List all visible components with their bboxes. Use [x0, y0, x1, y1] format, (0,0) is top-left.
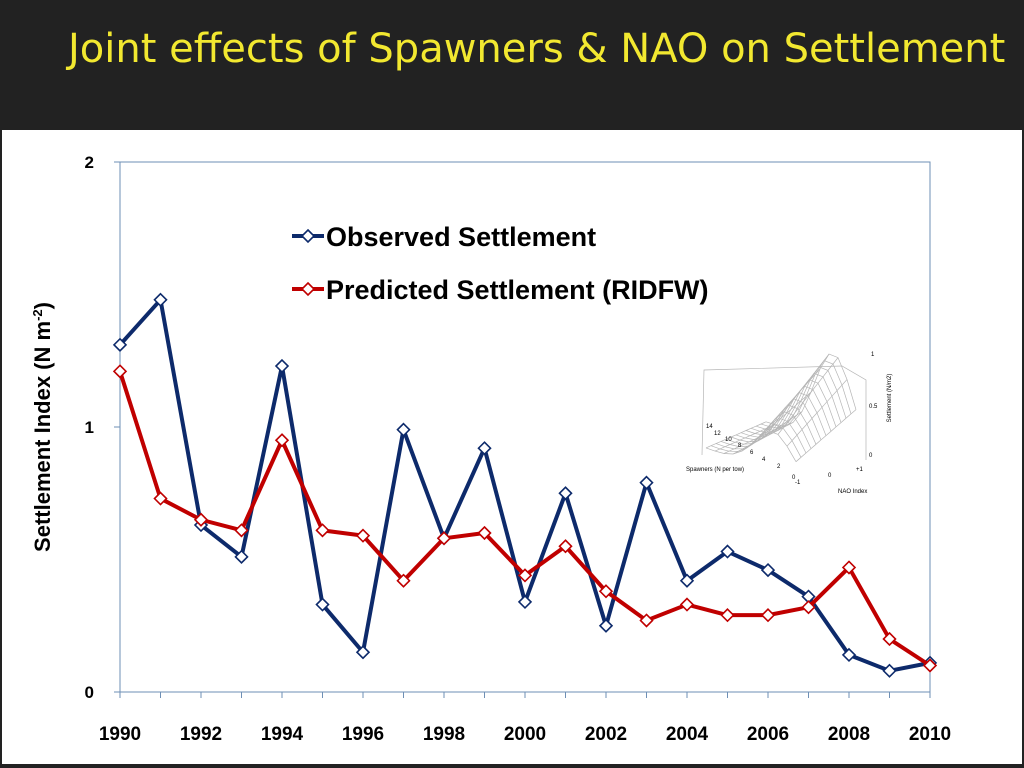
observed-point-1994: [274, 358, 290, 374]
x-tick-label-2004: 2004: [666, 724, 709, 745]
inset-spawner-tick-0: 0: [792, 475, 796, 481]
inset-spawner-tick-12: 12: [714, 431, 721, 437]
slide-header: Joint effects of Spawners & NAO on Settl…: [0, 0, 1024, 128]
inset-mesh-line: [730, 398, 822, 443]
inset-mesh-line: [720, 411, 812, 449]
observed-point-2001: [558, 486, 573, 501]
y-tick-label-1: 1: [85, 418, 94, 437]
observed-point-2002: [598, 618, 614, 633]
legend-item-observed: Observed Settlement: [292, 222, 596, 252]
y-axis-label: Settlement Index (N m-2): [30, 302, 55, 552]
legend-marker-observed: [300, 228, 316, 244]
observed-point-2005: [720, 544, 735, 559]
predicted-point-2010: [922, 658, 938, 673]
inset-spawner-tick-10: 10: [725, 437, 732, 443]
inset-z-label: Settlement (N/m2): [887, 374, 893, 423]
observed-point-2004: [679, 573, 695, 588]
series-observed: [112, 292, 938, 678]
observed-point-1996: [355, 645, 371, 660]
predicted-point-2008: [841, 560, 857, 575]
predicted-point-2002: [598, 584, 614, 599]
predicted-point-2003: [639, 613, 654, 628]
legend-label-predicted: Predicted Settlement (RIDFW): [326, 275, 709, 305]
predicted-point-2004: [679, 597, 695, 612]
legend: Observed Settlement Predicted Settlement…: [292, 222, 709, 305]
inset-surface-plot: Settlement (N/m2) Spawners (N per tow) N…: [684, 326, 893, 498]
x-tick-label-2010: 2010: [909, 724, 951, 745]
inset-y-label: NAO Index: [838, 489, 867, 495]
inset-mesh-line: [760, 360, 852, 429]
predicted-point-2006: [760, 608, 776, 623]
observed-point-1995: [315, 597, 330, 612]
x-tick-label-2008: 2008: [828, 724, 870, 745]
y-tick-label-2: 2: [85, 153, 94, 172]
inset-mesh-line: [735, 392, 827, 440]
x-tick-label-1996: 1996: [342, 724, 384, 745]
inset-mesh: [701, 353, 867, 462]
inset-mesh-line: [765, 353, 857, 427]
predicted-point-1997: [396, 573, 411, 588]
predicted-point-1991: [153, 491, 168, 506]
predicted-point-1995: [315, 523, 330, 538]
predicted-point-2001: [558, 539, 573, 554]
observed-point-1990: [112, 337, 128, 352]
x-tick-label-2000: 2000: [504, 724, 546, 745]
predicted-point-1993: [234, 523, 249, 538]
predicted-point-1998: [436, 531, 452, 546]
inset-mesh-line: [710, 424, 802, 458]
inset-z-tick-1: 1: [871, 352, 875, 358]
observed-point-2000: [517, 594, 533, 610]
predicted-point-2009: [882, 631, 897, 647]
inset-mesh-line: [740, 385, 832, 438]
inset-nao-tick-minus1: -1: [795, 480, 801, 486]
x-tick-label-2006: 2006: [747, 724, 789, 745]
slide-body: 0 1 2 1990 1992 1994 1996 1998 2000 2002 2004 2006 2…: [2, 130, 1022, 764]
observed-point-2003: [639, 475, 654, 490]
inset-spawner-tick-6: 6: [750, 450, 754, 456]
observed-point-1999: [477, 441, 492, 456]
inset-spawner-tick-14: 14: [706, 424, 713, 430]
inset-background: [684, 326, 882, 498]
series-predicted: [112, 364, 938, 673]
x-tick-label-1990: 1990: [99, 724, 141, 745]
legend-marker-predicted: [300, 281, 316, 297]
predicted-point-2005: [720, 608, 735, 623]
observed-point-2009: [882, 663, 897, 678]
inset-nao-tick-0: 0: [828, 473, 832, 479]
inset-mesh-line: [745, 379, 837, 436]
observed-point-2006: [760, 562, 776, 578]
x-tick-label-2002: 2002: [585, 724, 627, 745]
predicted-point-2007: [801, 600, 816, 615]
legend-label-observed: Observed Settlement: [326, 222, 596, 252]
inset-nao-tick-plus1: +1: [856, 467, 864, 473]
predicted-point-2000: [517, 568, 533, 583]
inset-z-tick-0: 0: [869, 453, 873, 459]
inset-spawner-tick-8: 8: [738, 443, 742, 449]
inset-x-label: Spawners (N per tow): [686, 467, 744, 473]
observed-point-1991: [153, 292, 168, 307]
predicted-point-1999: [477, 525, 492, 541]
inset-box-frame: [701, 365, 867, 460]
inset-z-tick-0-5: 0.5: [869, 404, 878, 410]
inset-mesh-line: [750, 372, 842, 434]
inset-mesh-line: [715, 417, 807, 454]
observed-point-1993: [234, 549, 249, 564]
inset-spawner-tick-2: 2: [777, 464, 781, 470]
predicted-point-1990: [112, 364, 128, 379]
legend-item-predicted: Predicted Settlement (RIDFW): [292, 275, 709, 305]
inset-spawner-tick-4: 4: [762, 457, 766, 463]
predicted-point-1996: [355, 528, 371, 543]
y-tick-label-0: 0: [85, 683, 94, 702]
predicted-point-1992: [193, 512, 209, 527]
x-tick-label-1998: 1998: [423, 724, 465, 745]
observed-point-2008: [841, 647, 857, 663]
x-tick-label-1994: 1994: [261, 724, 304, 745]
observed-point-1997: [396, 422, 411, 437]
x-tick-label-1992: 1992: [180, 724, 222, 745]
predicted-point-1994: [274, 433, 290, 448]
slide-title: Joint effects of Spawners & NAO on Settl…: [68, 26, 1006, 72]
inset-mesh-line: [755, 366, 847, 431]
